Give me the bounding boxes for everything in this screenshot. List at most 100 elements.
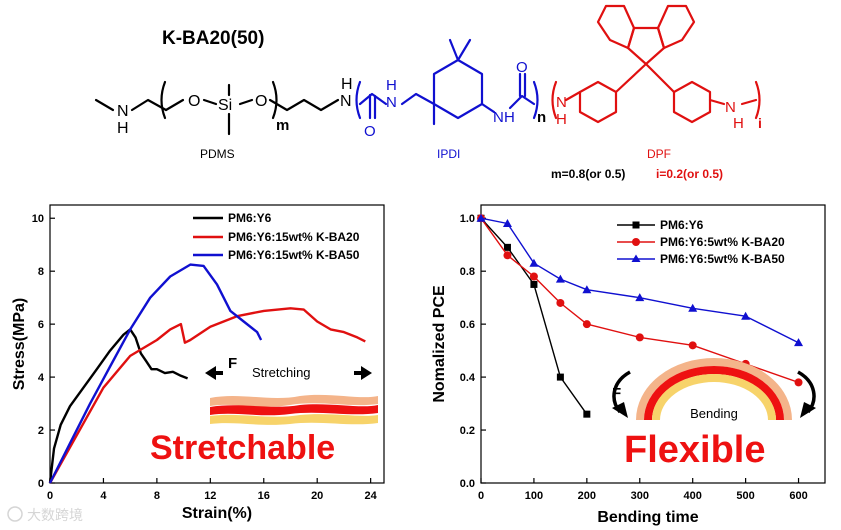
arrow-right-shaft xyxy=(354,371,362,375)
stress-x-tick-label: 16 xyxy=(258,490,270,502)
bending-point-2-7 xyxy=(741,311,751,320)
bending-point-1-4 xyxy=(582,320,591,329)
ipdi-bond-d xyxy=(508,94,536,110)
force-label-left: F xyxy=(228,355,237,372)
bending-y-tick-label: 0.4 xyxy=(460,372,476,384)
pdms-segment xyxy=(94,80,340,136)
bending-label: Bending xyxy=(690,406,738,421)
stress-y-tick-label: 6 xyxy=(38,319,44,331)
flexible-label: Flexible xyxy=(624,429,766,471)
arrow-left-shaft xyxy=(215,371,223,375)
stress-y-label: Stress(MPa) xyxy=(11,298,28,390)
stress-series-line-0 xyxy=(48,328,189,484)
pdms-bracket-m-left xyxy=(160,80,167,120)
film-layer-bottom xyxy=(210,414,378,425)
bending-y-tick-label: 0.8 xyxy=(460,266,475,278)
dpf-end-bond xyxy=(740,98,758,106)
stress-y-tick-label: 10 xyxy=(32,213,44,225)
bending-point-0-4 xyxy=(583,410,591,418)
dpf-fluorene-five xyxy=(626,26,666,66)
bending-point-2-1 xyxy=(502,219,512,228)
ratio-i: i=0.2(or 0.5) xyxy=(656,167,723,181)
arc-layer-inner xyxy=(652,374,776,421)
arc-layer-outer xyxy=(636,358,792,421)
bending-point-2-4 xyxy=(582,285,592,294)
stress-legend-label-1: PM6:Y6:15wt% K-BA20 xyxy=(228,230,360,244)
bending-point-0-3 xyxy=(556,373,564,381)
bending-point-1-2 xyxy=(529,272,538,281)
bending-point-2-0 xyxy=(476,213,486,222)
stretching-illustration: F Stretching Stretchable xyxy=(150,355,378,467)
bending-y-label: Nomalized PCE xyxy=(431,285,448,403)
arrow-right-icon xyxy=(361,366,372,380)
arrow-left-icon xyxy=(205,366,216,380)
bending-point-1-5 xyxy=(635,333,644,342)
dpf-segment xyxy=(551,4,761,124)
bending-point-2-6 xyxy=(688,303,698,312)
ipdi-bond-c xyxy=(480,102,496,114)
film-layer-top xyxy=(210,394,378,407)
bending-y-tick-label: 0.6 xyxy=(460,319,475,331)
bending-chart: 0 100 200 300 400 500 600 0.0 0.2 0.4 0.6 0.8 1.0 Be… xyxy=(431,204,826,526)
pdms-bond-a xyxy=(94,98,115,112)
dpf-bond-b xyxy=(614,62,648,94)
pdms-atom-n: N xyxy=(117,103,129,120)
bending-point-1-6 xyxy=(688,341,697,350)
bending-point-0-2 xyxy=(530,280,538,288)
stretchable-label: Stretchable xyxy=(150,429,335,467)
dpf-bracket-i-right xyxy=(754,80,761,120)
dpf-atom-n1: N xyxy=(556,94,567,111)
ipdi-methyl-a xyxy=(448,38,460,62)
watermark: 大数跨境 xyxy=(7,506,83,523)
bending-illustration: F Bending Flexible xyxy=(612,358,816,471)
stress-y-tick-label: 0 xyxy=(38,478,44,490)
force-label-bend: F xyxy=(612,385,621,402)
bending-point-2-5 xyxy=(635,293,645,302)
ipdi-segment xyxy=(355,38,539,126)
bending-x-label: Bending time xyxy=(597,509,698,526)
stress-y-tick-label: 8 xyxy=(38,266,44,278)
stress-y-tick-label: 4 xyxy=(38,372,45,384)
bending-x-tick-label: 0 xyxy=(478,490,484,502)
bending-point-2-8 xyxy=(794,338,804,347)
dpf-atom-h2: H xyxy=(733,115,744,132)
stress-series-group xyxy=(48,263,366,484)
arc-layer-middle xyxy=(644,366,784,421)
pdms-bond-f xyxy=(268,98,340,112)
ratio-m: m=0.8(or 0.5) xyxy=(551,167,625,181)
subscript-n: n xyxy=(537,109,546,126)
ipdi-label: IPDI xyxy=(437,147,460,161)
stress-x-tick-label: 24 xyxy=(365,490,378,502)
ipdi-bracket-n-left xyxy=(355,80,362,120)
bending-legend-label-1: PM6:Y6:5wt% K-BA20 xyxy=(660,235,785,249)
bending-x-tick-label: 400 xyxy=(684,490,702,502)
bending-point-1-8 xyxy=(794,378,803,387)
pdms-atom-o1: O xyxy=(188,93,200,110)
stress-y-tick-label: 2 xyxy=(38,425,44,437)
ipdi-bond-b xyxy=(400,92,436,106)
bending-axis-ticks: 0 100 200 300 400 500 600 0.0 0.2 0.4 0.6 0.8 1.0 xyxy=(460,213,808,502)
dpf-atom-h1: H xyxy=(556,111,567,128)
stress-x-tick-label: 0 xyxy=(47,490,53,502)
subscript-i: i xyxy=(758,115,762,131)
bending-point-0-1 xyxy=(503,243,511,251)
watermark-text: 大数跨境 xyxy=(27,507,83,523)
pdms-label: PDMS xyxy=(200,147,235,161)
stretching-label: Stretching xyxy=(252,365,311,380)
stress-x-tick-label: 20 xyxy=(311,490,323,502)
stress-legend-label-2: PM6:Y6:15wt% K-BA50 xyxy=(228,248,360,262)
ipdi-ring xyxy=(432,58,484,120)
pdms-atom-n2: N xyxy=(340,93,352,110)
pdms-atom-o2: O xyxy=(255,93,267,110)
dpf-bracket-i-left xyxy=(551,80,558,120)
bending-legend: PM6:Y6 PM6:Y6:5wt% K-BA20 PM6:Y6:5wt% K-… xyxy=(617,218,785,266)
dpf-bond-a xyxy=(564,90,582,102)
stress-legend: PM6:Y6 PM6:Y6:15wt% K-BA20 PM6:Y6:15wt% … xyxy=(193,211,360,262)
stress-x-tick-label: 4 xyxy=(100,490,107,502)
bending-plot-frame xyxy=(480,204,826,484)
dpf-phenyl-right xyxy=(672,80,712,124)
bending-y-tick-label: 0.0 xyxy=(460,478,475,490)
pdms-bond-e xyxy=(238,98,254,106)
